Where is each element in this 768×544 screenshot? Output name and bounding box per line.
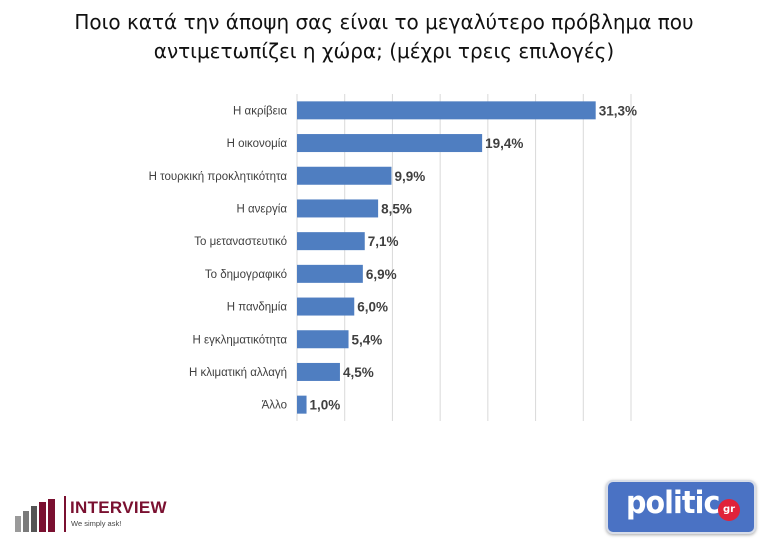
category-label: Το δημογραφικό: [205, 269, 287, 281]
value-label: 8,5%: [381, 201, 412, 216]
bar: [297, 264, 363, 283]
category-label: Η οικονομία: [227, 138, 288, 150]
bar: [297, 395, 307, 414]
interview-name: INTERVIEW: [70, 498, 167, 517]
value-label: 31,3%: [599, 103, 637, 118]
bar: [297, 199, 379, 218]
politic-logo: politic gr: [606, 480, 756, 534]
category-label: Η ακρίβεια: [233, 105, 287, 117]
value-label: 7,1%: [368, 234, 399, 249]
category-label: Άλλο: [262, 400, 287, 412]
category-label: Η κλιματική αλλαγή: [189, 367, 287, 379]
category-label: Η πανδημία: [227, 302, 288, 314]
value-labels: 31,3% 19,4% 9,9% 8,5% 7,1% 6,9% 6,0% 5,4% 4,5% 1,…: [310, 103, 637, 412]
value-label: 19,4%: [485, 136, 523, 151]
bar: [297, 297, 355, 316]
chart-title-line-1: Ποιο κατά την άποψη σας είναι το μεγαλύτ…: [74, 10, 694, 34]
chart-title-line-2: αντιμετωπίζει η χώρα; (μέχρι τρεις επιλο…: [153, 39, 615, 63]
category-label: Το μεταναστευτικό: [194, 236, 287, 248]
interview-divider: [64, 496, 66, 532]
category-labels: Η ακρίβεια Η οικονομία Η τουρκική προκλητι…: [149, 105, 288, 411]
interview-tagline: We simply ask!: [71, 519, 122, 528]
bar: [297, 330, 349, 349]
value-label: 6,9%: [366, 267, 397, 282]
value-label: 9,9%: [394, 169, 425, 184]
bars: [297, 101, 596, 414]
politic-gr-badge: gr: [718, 499, 740, 521]
interview-logo: INTERVIEW We simply ask!: [14, 494, 194, 538]
category-label: Η τουρκική προκλητικότητα: [149, 171, 288, 183]
value-label: 1,0%: [310, 398, 341, 413]
bar: [297, 166, 392, 185]
politic-wordmark: politic: [626, 485, 720, 521]
value-label: 6,0%: [357, 300, 388, 315]
value-label: 4,5%: [343, 365, 374, 380]
bar: [297, 232, 365, 251]
chart-title: Ποιο κατά την άποψη σας είναι το μεγαλύτ…: [0, 8, 768, 66]
bar: [297, 101, 596, 120]
bar-chart: Η ακρίβεια Η οικονομία Η τουρκική προκλητι…: [149, 94, 637, 421]
category-label: Η ανεργία: [236, 203, 287, 215]
bar: [297, 134, 483, 153]
bar: [297, 362, 340, 381]
gridlines: [296, 94, 632, 421]
interview-bars-icon: [15, 499, 55, 532]
value-label: 5,4%: [352, 332, 383, 347]
category-label: Η εγκληματικότητα: [193, 334, 288, 346]
